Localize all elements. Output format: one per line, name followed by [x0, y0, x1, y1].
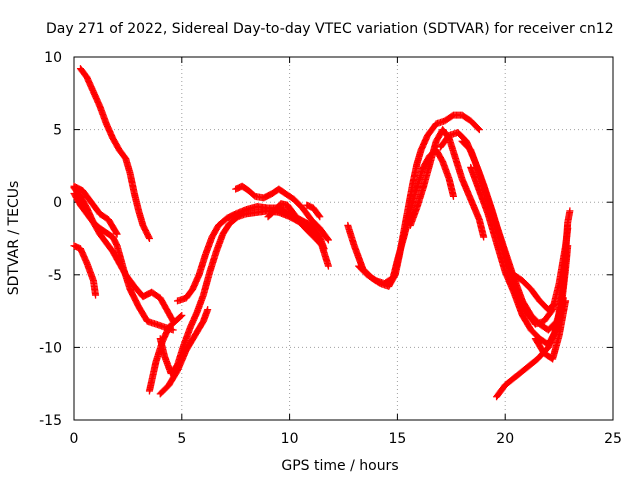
series-track-6	[145, 311, 186, 395]
series-track-21	[531, 297, 570, 363]
x-tick-label: 5	[177, 431, 186, 447]
data-point	[320, 245, 328, 253]
data-points	[70, 65, 574, 401]
data-point	[324, 262, 332, 270]
series-track-17	[458, 137, 567, 334]
x-tick-label: 20	[496, 431, 514, 447]
axis-ticks: 0 5 10 15 20 25 -15 -10 -5 0 5 10	[39, 50, 622, 447]
data-point	[316, 239, 324, 247]
series-track-19	[493, 207, 574, 401]
series-track-14	[355, 146, 457, 288]
data-point	[315, 212, 323, 220]
y-tick-label: 10	[44, 50, 62, 66]
series-track-5	[70, 242, 100, 299]
data-point	[145, 235, 153, 242]
data-point	[475, 126, 483, 134]
series-track-12	[303, 201, 324, 221]
data-point	[550, 301, 558, 309]
series-track-4	[70, 182, 121, 238]
y-tick-label: -10	[39, 340, 62, 356]
data-point	[315, 238, 323, 246]
y-tick-label: -5	[48, 268, 62, 284]
series-track-10	[232, 182, 332, 244]
x-tick-label: 10	[281, 431, 299, 447]
series-track-7	[156, 306, 212, 398]
data-point	[112, 229, 120, 237]
series-track-15	[406, 126, 488, 241]
y-tick-label: 0	[53, 195, 62, 211]
data-point	[551, 300, 559, 308]
data-point	[474, 125, 482, 133]
data-point	[324, 236, 332, 244]
data-point	[177, 312, 185, 320]
grid	[74, 57, 613, 420]
y-axis-label: SDTVAR / TECUs	[6, 181, 22, 296]
series-track-3	[70, 189, 177, 334]
series-track-11	[264, 200, 324, 247]
x-axis-label: GPS time / hours	[281, 458, 398, 474]
series-track-20	[510, 271, 559, 314]
x-tick-label: 25	[604, 431, 622, 447]
series-track-9	[173, 203, 328, 305]
data-point	[113, 230, 121, 238]
y-tick-label: 5	[53, 123, 62, 139]
data-point	[562, 297, 570, 305]
y-tick-label: -15	[39, 413, 62, 429]
chart-title: Day 271 of 2022, Sidereal Day-to-day VTE…	[46, 21, 614, 37]
data-point	[204, 306, 212, 314]
data-point	[178, 311, 186, 319]
data-point	[449, 192, 457, 200]
x-tick-label: 15	[388, 431, 406, 447]
x-tick-label: 0	[70, 431, 79, 447]
data-point	[316, 213, 324, 221]
data-point	[92, 291, 100, 299]
series-track-2	[70, 184, 177, 325]
plot-frame	[73, 56, 614, 421]
series-track-8	[156, 207, 332, 378]
data-point	[324, 235, 332, 243]
series-track-1	[76, 65, 153, 242]
data-point	[566, 207, 574, 215]
data-point	[480, 233, 488, 241]
